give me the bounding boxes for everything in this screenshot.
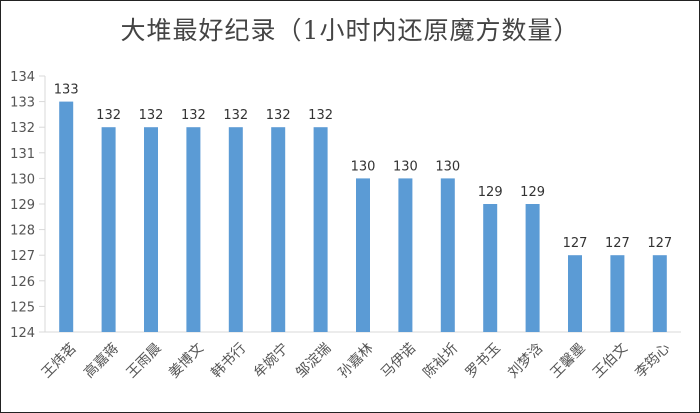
bar	[313, 127, 328, 332]
bar	[525, 204, 540, 332]
y-tick-label: 126	[10, 275, 35, 290]
data-label: 132	[223, 108, 248, 123]
x-tick-label: 孙嘉林	[336, 340, 377, 381]
bar	[59, 101, 74, 332]
bar	[440, 178, 455, 332]
x-tick-label: 李筠心	[632, 340, 674, 382]
data-label: 129	[478, 185, 503, 200]
bar	[144, 127, 158, 332]
data-label: 129	[520, 185, 545, 200]
x-tick-label: 王炜茗	[39, 340, 80, 381]
y-tick-label: 124	[10, 326, 35, 341]
x-tick-label: 韩书行	[208, 340, 249, 381]
x-tick-label: 牟婉宁	[250, 340, 292, 382]
data-label: 132	[96, 108, 121, 123]
y-tick-label: 129	[10, 198, 35, 213]
data-label: 133	[54, 83, 79, 98]
data-label: 127	[563, 236, 588, 251]
x-tick-label: 陈祉圻	[420, 340, 462, 382]
bar	[356, 178, 370, 332]
data-label: 132	[266, 108, 291, 123]
x-tick-label: 马伊诺	[378, 340, 419, 381]
bar	[271, 127, 286, 332]
x-tick-label: 刘梦浛	[505, 340, 546, 381]
bar	[652, 255, 667, 332]
bar	[101, 127, 116, 332]
data-label: 132	[139, 108, 164, 123]
data-label: 130	[393, 159, 418, 174]
data-label: 132	[308, 108, 333, 123]
x-tick-label: 高嘉蒋	[80, 340, 122, 382]
bar	[568, 255, 582, 332]
bar	[483, 204, 498, 332]
y-tick-label: 130	[10, 172, 35, 187]
data-label: 132	[181, 108, 206, 123]
y-tick-label: 125	[10, 300, 35, 315]
x-tick-label: 王雨晨	[124, 340, 165, 381]
chart-title: 大堆最好纪录（1小时内还原魔方数量）	[120, 16, 580, 45]
y-tick-label: 127	[10, 249, 35, 264]
y-tick-label: 131	[10, 147, 35, 162]
x-tick-label: 邹淀瑞	[293, 340, 334, 381]
y-tick-label: 132	[10, 121, 35, 136]
bar	[398, 178, 413, 332]
data-label: 130	[435, 159, 460, 174]
bar	[610, 255, 625, 332]
data-label: 127	[647, 236, 672, 251]
x-tick-label: 王馨墨	[548, 340, 589, 381]
x-tick-label: 姜博文	[165, 340, 207, 382]
y-tick-label: 133	[10, 96, 35, 111]
bar	[186, 127, 201, 332]
x-tick-label: 罗书玉	[463, 340, 504, 381]
data-label: 130	[351, 159, 376, 174]
x-tick-label: 王伯文	[590, 340, 631, 381]
y-tick-label: 128	[10, 224, 35, 239]
bar	[228, 127, 243, 332]
data-label: 127	[605, 236, 630, 251]
y-tick-label: 134	[10, 70, 35, 85]
